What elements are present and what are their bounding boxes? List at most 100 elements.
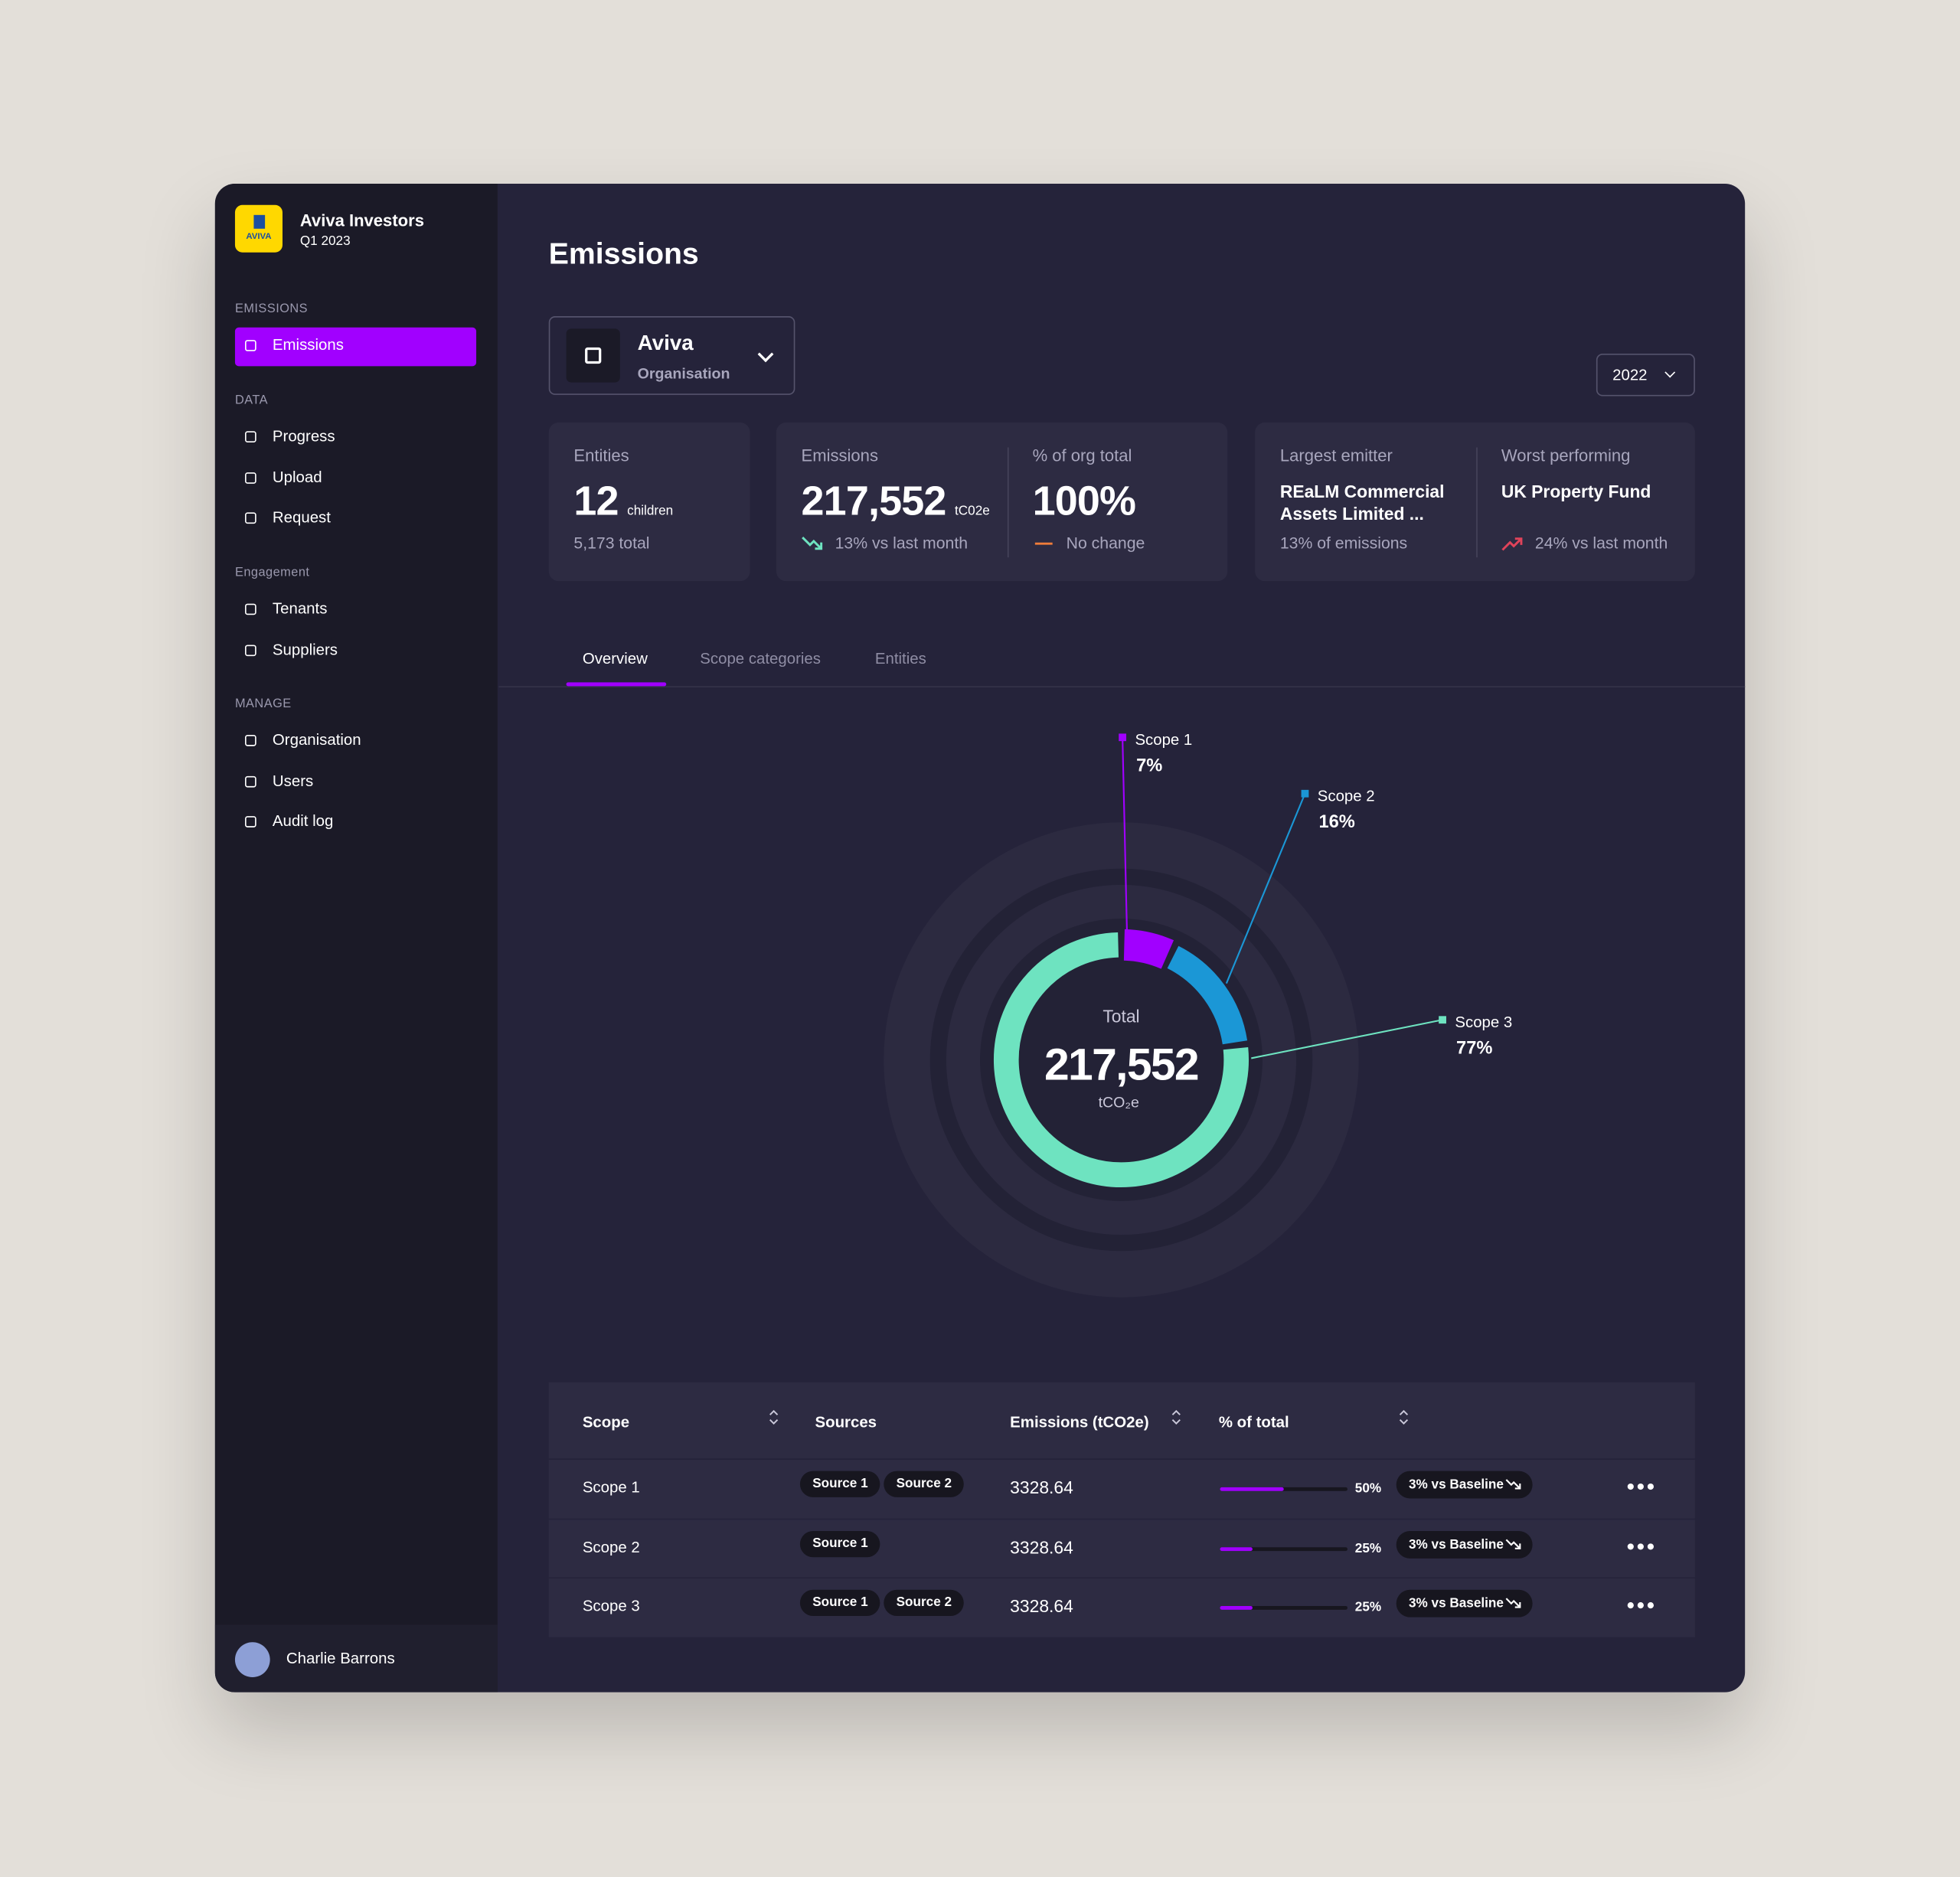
tab-separator <box>498 686 1746 687</box>
callout-name: Scope 1 <box>1135 732 1192 749</box>
year: 2022 <box>1612 366 1648 384</box>
table-header[interactable]: Scope <box>582 1413 630 1431</box>
nav-icon <box>244 734 256 746</box>
cell-scope: Scope 1 <box>582 1478 640 1497</box>
kpi-unit: tC02e <box>955 503 990 519</box>
nav-item[interactable]: Audit log <box>272 812 334 831</box>
logo: AVIVA <box>234 204 283 253</box>
nav-icon <box>244 816 256 828</box>
kpi-card <box>548 422 750 582</box>
nav-item[interactable]: Users <box>272 772 314 790</box>
kpi-note: 13% vs last month <box>835 534 969 553</box>
kpi-value: 12 children <box>573 477 674 524</box>
source-pill: Source 2 <box>884 1471 965 1497</box>
nav-item[interactable]: Emissions <box>272 336 344 354</box>
org-selector[interactable] <box>548 316 795 395</box>
nav-item[interactable]: Request <box>272 508 331 527</box>
callout-name: Scope 3 <box>1455 1014 1512 1031</box>
more-dot[interactable] <box>1627 1602 1634 1609</box>
section-label: DATA <box>234 393 269 408</box>
donut-segment <box>1167 945 1248 1045</box>
org-icon <box>566 328 620 383</box>
nav-item[interactable]: Tenants <box>272 599 328 618</box>
cell-emissions: 3328.64 <box>1010 1477 1073 1497</box>
row-separator <box>548 1578 1695 1579</box>
cell-scope: Scope 3 <box>582 1598 640 1616</box>
table-header[interactable]: Emissions (tCO2e) <box>1010 1413 1149 1431</box>
cell-scope: Scope 2 <box>582 1538 640 1556</box>
kpi-card <box>1255 422 1695 582</box>
sidebar: AVIVA Aviva Investors Q1 2023 EMISSIONS Emis… <box>214 183 498 1693</box>
percent-label: 50% <box>1354 1480 1382 1497</box>
more-dot[interactable] <box>1647 1542 1654 1549</box>
nav-item[interactable]: Suppliers <box>272 640 338 658</box>
nav-icon <box>244 603 256 615</box>
kpi-unit: children <box>627 503 674 519</box>
avatar <box>234 1642 270 1678</box>
row-separator <box>548 1458 1695 1460</box>
baseline-pill <box>1396 1590 1533 1618</box>
callout-value: 7% <box>1136 756 1162 775</box>
cell-emissions: 3328.64 <box>1010 1536 1073 1557</box>
trend-glyph <box>1505 1479 1521 1490</box>
sort-icon <box>769 1409 779 1425</box>
trend-glyph <box>802 537 823 550</box>
org-icon-glyph <box>585 347 602 364</box>
percent-bar <box>1220 1606 1253 1611</box>
callout-name: Scope 2 <box>1318 788 1375 805</box>
nav-item[interactable]: Progress <box>272 427 335 446</box>
donut-center-label: Total <box>1102 1007 1139 1027</box>
percent-label: 25% <box>1354 1600 1382 1616</box>
more-dot[interactable] <box>1627 1483 1634 1490</box>
trend-glyph <box>1501 537 1523 551</box>
callout-dot <box>1119 733 1127 742</box>
tab-underline <box>566 682 667 687</box>
kpi-card <box>776 422 1228 582</box>
percent-bar <box>1220 1546 1253 1551</box>
more-dot[interactable] <box>1637 1542 1644 1549</box>
more-dot[interactable] <box>1637 1483 1644 1490</box>
donut-center-value: 217,552 <box>1044 1040 1198 1090</box>
nav-icon <box>244 644 256 656</box>
sort-icon <box>1171 1409 1181 1425</box>
trend-icon <box>1501 537 1523 551</box>
callout-dot <box>1301 789 1309 798</box>
bar-track <box>1220 1546 1348 1551</box>
kpi-value: 217,552 tC02e <box>801 477 990 524</box>
source-pill: Source 1 <box>799 1530 880 1557</box>
more-dot[interactable] <box>1647 1483 1654 1490</box>
kpi-note: No change <box>1066 534 1145 553</box>
trend-glyph <box>1505 1539 1521 1549</box>
callout-line <box>1225 793 1306 984</box>
tab[interactable]: Entities <box>874 649 926 668</box>
table-header[interactable]: Sources <box>815 1413 877 1431</box>
bar-track <box>1220 1606 1348 1611</box>
donut-chart: Scope 1 7% Scope 2 16% Scope 3 77% Total 217,55… <box>884 732 1512 1298</box>
nav-item[interactable]: Organisation <box>272 731 361 749</box>
more-dot[interactable] <box>1637 1602 1644 1609</box>
sort-glyph <box>769 1409 779 1425</box>
more-dot[interactable] <box>1627 1542 1634 1549</box>
kpi-note: 24% vs last month <box>1534 534 1668 553</box>
baseline-text: 3% vs Baseline <box>1408 1596 1504 1612</box>
year-select[interactable] <box>1596 354 1695 397</box>
trend-icon <box>1505 1539 1521 1549</box>
trend-icon <box>802 537 823 550</box>
tab[interactable]: Overview <box>582 649 648 668</box>
table-header[interactable]: % of total <box>1218 1413 1289 1431</box>
callout-line <box>1122 737 1128 930</box>
kpi-label: Entities <box>573 446 629 465</box>
donut-backdrop <box>979 918 1263 1201</box>
tab[interactable]: Scope categories <box>700 649 821 668</box>
nav-item[interactable]: Upload <box>272 468 322 486</box>
kpi-value: 100% <box>1032 477 1136 524</box>
donut-segment <box>1123 929 1174 969</box>
page-title: Emissions <box>548 237 699 272</box>
baseline-text: 3% vs Baseline <box>1408 1477 1504 1493</box>
sort-glyph <box>1171 1409 1181 1425</box>
percent-bar <box>1220 1487 1284 1491</box>
more-dot[interactable] <box>1647 1602 1654 1609</box>
nav-active <box>234 327 477 367</box>
source-pill: Source 1 <box>799 1590 880 1617</box>
